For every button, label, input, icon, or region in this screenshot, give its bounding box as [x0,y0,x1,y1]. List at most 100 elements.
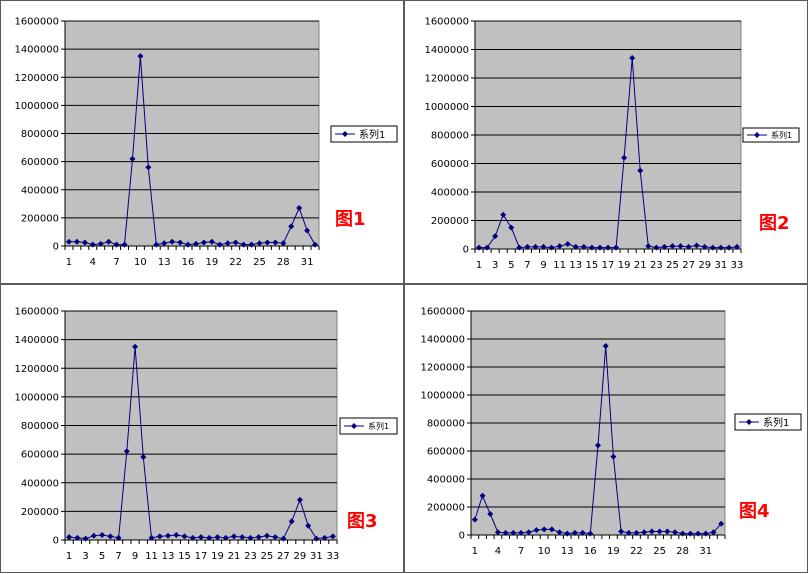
data-point [709,244,716,251]
data-point [129,155,136,162]
data-point [525,529,532,536]
data-point [613,244,620,251]
x-tick-label: 21 [228,551,241,562]
data-point [596,244,603,251]
data-point [280,240,287,247]
data-point [90,532,97,539]
y-tick-label: 1200000 [14,364,59,375]
data-point [494,529,501,536]
data-point [280,535,287,542]
data-point [321,534,328,541]
data-point [216,241,223,248]
data-point [479,492,486,499]
data-point [621,154,628,161]
chart-2: 0 200000 400000 600000 800000 1000000 1200000 1… [424,17,800,271]
y-tick-label: 0 [53,536,59,547]
data-point [255,534,262,541]
chart-panel-2: 0 200000 400000 600000 800000 1000000 1200000 1… [404,0,808,284]
data-point [718,520,725,527]
x-tick-label: 33 [327,551,340,562]
x-tick-label: 15 [586,260,599,271]
x-tick-label: 16 [182,257,195,268]
data-point [74,534,81,541]
data-point [516,244,523,251]
y-tick-label: 400000 [21,185,59,196]
y-tick-label: 1000000 [14,392,59,403]
data-point [272,239,279,246]
chart-panel-1: 0 200000 400000 600000 800000 1000000 1200000 1… [0,0,404,284]
legend-label: 系列1 [771,130,792,140]
data-point [206,534,213,541]
x-tick-label: 27 [277,551,290,562]
data-point [145,164,152,171]
data-point [733,243,740,250]
y-tick-label: 1400000 [14,45,59,56]
data-point [177,239,184,246]
x-tick-label: 7 [113,257,119,268]
x-tick-label: 15 [178,551,191,562]
data-point [602,343,609,349]
data-point [256,240,263,247]
data-point [208,238,215,245]
data-point [288,518,295,525]
data-point [82,535,89,542]
data-point [677,243,684,250]
x-tick-label: 29 [294,551,307,562]
y-tick-label: 0 [459,531,465,542]
x-tick-label: 13 [162,551,175,562]
y-tick-label: 0 [53,242,59,253]
data-point [687,530,694,537]
data-point [165,532,172,539]
y-tick-label: 1400000 [420,335,465,346]
data-point [641,529,648,536]
data-point [192,240,199,247]
y-tick-label: 800000 [427,419,465,430]
y-tick-label: 200000 [431,216,469,227]
figure-label-4: 图4 [739,501,770,522]
x-tick-label: 19 [205,257,218,268]
y-tick-label: 0 [463,245,469,256]
data-point [121,241,128,248]
data-point [564,530,571,537]
data-point [685,243,692,250]
x-tick-label: 1 [476,260,482,271]
data-point [247,534,254,541]
y-tick-label: 1000000 [424,102,469,113]
x-tick-label: 31 [699,546,712,557]
data-point [185,241,192,248]
x-tick-label: 17 [602,260,615,271]
data-point [312,241,319,248]
data-point [588,244,595,251]
x-tick-label: 31 [310,551,323,562]
data-point [161,240,168,247]
data-point [669,243,676,250]
y-tick-label: 600000 [21,157,59,168]
data-point [123,448,130,455]
x-tick-label: 1 [472,546,478,557]
data-point [661,243,668,250]
y-tick-label: 400000 [431,188,469,199]
y-tick-label: 1600000 [14,307,59,318]
chart-3: 0 200000 400000 600000 800000 1000000 1200000 1… [14,307,398,562]
x-tick-label: 33 [731,260,744,271]
y-tick-label: 1000000 [14,101,59,112]
data-point [296,496,303,503]
data-point [99,531,106,538]
figure-label-3: 图3 [347,511,378,532]
figure-label-1: 图1 [335,209,366,230]
data-point [115,534,122,541]
y-tick-label: 600000 [431,159,469,170]
data-point [502,529,509,536]
y-tick-label: 200000 [21,507,59,518]
data-point [653,244,660,251]
x-tick-label: 25 [653,546,666,557]
y-tick-label: 1200000 [424,74,469,85]
data-point [580,243,587,250]
data-point [329,533,336,540]
data-point [214,534,221,541]
y-tick-label: 800000 [431,131,469,142]
data-point [487,511,494,517]
data-point [671,529,678,536]
data-point [701,243,708,250]
data-point [232,239,239,246]
